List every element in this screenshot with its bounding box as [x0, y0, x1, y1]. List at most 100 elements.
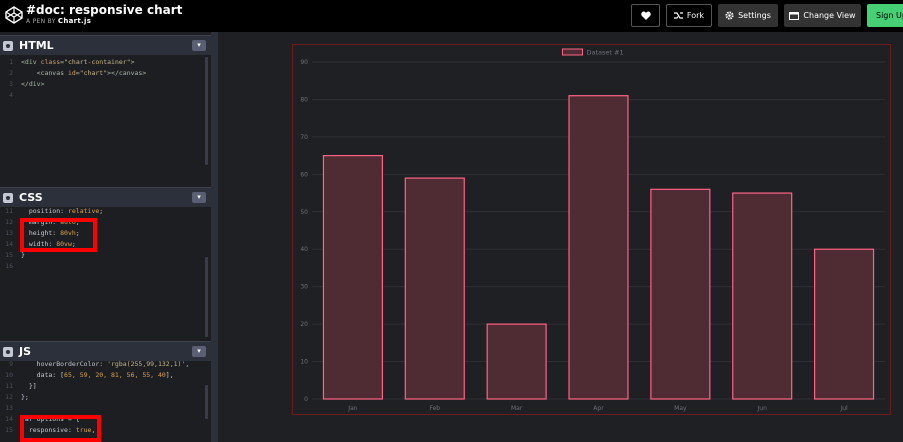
layout-icon: [789, 11, 800, 20]
bar-jun: [732, 192, 793, 400]
code-text: position: relative;: [21, 207, 104, 215]
y-tick-label: 20: [300, 321, 308, 328]
css-highlight-box: [20, 218, 97, 252]
html-editor-panel: HTML ▾ 1 <div class="chart-container"> 2 <…: [0, 35, 211, 186]
code-line[interactable]: 11 position: relative;: [0, 207, 206, 218]
code-line[interactable]: 11 }]: [0, 382, 206, 393]
bar-feb: [404, 177, 465, 400]
codepen-logo-icon[interactable]: [5, 6, 23, 24]
code-line[interactable]: 12 margin: auto;: [0, 218, 206, 229]
y-tick-label: 40: [300, 246, 308, 253]
html-panel-header: HTML ▾: [0, 35, 211, 55]
author-link[interactable]: Chart.js: [57, 17, 92, 25]
code-text: width: 80vw;: [21, 240, 76, 248]
chart-container: 0 10 20 30 40 50 60 70 80 90 Jan Feb Mar Apr May Jun Jul…: [292, 44, 891, 415]
bar-apr: [568, 95, 629, 400]
code-text: height: 80vh;: [21, 229, 80, 237]
bar-jan: [322, 155, 383, 400]
fork-button[interactable]: Fork: [666, 4, 712, 27]
html-settings-gear-icon[interactable]: [3, 41, 13, 51]
y-tick-label: 50: [300, 209, 308, 216]
html-scrollbar[interactable]: [205, 57, 208, 165]
x-tick-label: May: [674, 405, 687, 412]
js-highlight-box: [20, 415, 101, 442]
pen-byline: A PEN BY Chart.js: [26, 17, 91, 25]
code-line[interactable]: 4: [0, 91, 206, 102]
line-number: 12: [5, 218, 13, 226]
code-line[interactable]: 1 <div class="chart-container">: [0, 58, 206, 69]
line-number: 16: [5, 262, 13, 270]
code-text: hoverBorderColor: 'rgba(255,99,132,1)',: [21, 360, 190, 368]
y-tick-label: 0: [304, 396, 308, 403]
byline-prefix: A PEN BY: [26, 18, 56, 25]
y-tick-label: 60: [300, 171, 308, 178]
y-tick-label: 10: [300, 359, 308, 366]
code-text: <div class="chart-container">: [21, 58, 135, 66]
x-tick-label: Jul: [839, 405, 848, 412]
bar-may: [650, 188, 711, 400]
js-panel-title: JS: [19, 345, 32, 358]
css-scrollbar[interactable]: [205, 257, 208, 337]
code-text: var options = {: [21, 415, 80, 423]
legend-label: Dataset #1: [587, 49, 624, 57]
html-panel-title: HTML: [19, 39, 54, 52]
code-line[interactable]: 13 height: 80vh;: [0, 229, 206, 240]
signup-button[interactable]: Sign Up: [867, 4, 903, 27]
x-tick-label: Mar: [511, 405, 523, 412]
bar-chart: 0 10 20 30 40 50 60 70 80 90 Jan Feb Mar Apr May Jun Jul…: [300, 48, 885, 412]
pane-resizer[interactable]: [211, 32, 218, 442]
js-collapse-chevron-icon[interactable]: ▾: [192, 346, 206, 357]
code-line[interactable]: 14 var options = {: [0, 415, 206, 426]
code-line[interactable]: 2 <canvas id="chart"></canvas>: [0, 69, 206, 80]
code-line[interactable]: 15 responsive: true,: [0, 426, 206, 437]
settings-button[interactable]: Settings: [718, 4, 778, 27]
html-code-area[interactable]: 1 <div class="chart-container"> 2 <canvas …: [0, 56, 206, 186]
code-text: <canvas id="chart"></canvas>: [21, 69, 147, 77]
line-number: 2: [9, 69, 13, 77]
line-number: 11: [5, 382, 13, 390]
y-tick-label: 30: [300, 284, 308, 291]
css-code-area[interactable]: 11 position: relative; 12 margin: auto; 13…: [0, 207, 206, 339]
like-button[interactable]: [631, 4, 660, 27]
settings-label: Settings: [738, 11, 771, 20]
line-number: 15: [5, 426, 13, 434]
js-panel-header: JS ▾: [0, 341, 211, 361]
css-panel-header: CSS ▾: [0, 187, 211, 207]
code-text: }]: [21, 382, 37, 390]
code-text: };: [21, 393, 29, 401]
change-view-button[interactable]: Change View: [784, 4, 861, 27]
pen-title: #doc: responsive chart: [26, 3, 183, 17]
gear-icon: [725, 11, 734, 20]
bar-jul: [814, 248, 875, 400]
code-line[interactable]: 15}: [0, 251, 206, 262]
signup-label: Sign Up: [876, 11, 903, 20]
line-number: 14: [5, 415, 13, 423]
code-line[interactable]: 10 data: [65, 59, 20, 81, 56, 55, 40],: [0, 371, 206, 382]
css-settings-gear-icon[interactable]: [3, 193, 13, 203]
line-number: 10: [5, 371, 13, 379]
code-line[interactable]: 12};: [0, 393, 206, 404]
code-line[interactable]: 13: [0, 404, 206, 415]
fork-label: Fork: [686, 11, 705, 20]
code-text: data: [65, 59, 20, 81, 56, 55, 40],: [21, 371, 174, 379]
fork-icon: [673, 11, 683, 19]
code-line[interactable]: 9 hoverBorderColor: 'rgba(255,99,132,1)'…: [0, 360, 206, 371]
y-tick-label: 90: [300, 59, 308, 66]
js-scrollbar[interactable]: [205, 385, 208, 419]
code-line[interactable]: 3 </div>: [0, 80, 206, 91]
code-line[interactable]: 14 width: 80vw;: [0, 240, 206, 251]
code-text: responsive: true,: [21, 426, 96, 434]
code-line[interactable]: 16: [0, 262, 206, 273]
html-collapse-chevron-icon[interactable]: ▾: [192, 40, 206, 51]
code-text: margin: auto;: [21, 218, 80, 226]
app-header: #doc: responsive chart A PEN BY Chart.js…: [0, 0, 903, 32]
code-text: </div>: [21, 80, 45, 88]
line-number: 14: [5, 240, 13, 248]
js-code-area[interactable]: 9 hoverBorderColor: 'rgba(255,99,132,1)'…: [0, 360, 206, 442]
line-number: 11: [5, 207, 13, 215]
line-number: 1: [9, 58, 13, 66]
y-tick-label: 80: [300, 96, 308, 103]
legend-swatch: [562, 48, 583, 56]
css-collapse-chevron-icon[interactable]: ▾: [192, 192, 206, 203]
js-settings-gear-icon[interactable]: [3, 347, 13, 357]
